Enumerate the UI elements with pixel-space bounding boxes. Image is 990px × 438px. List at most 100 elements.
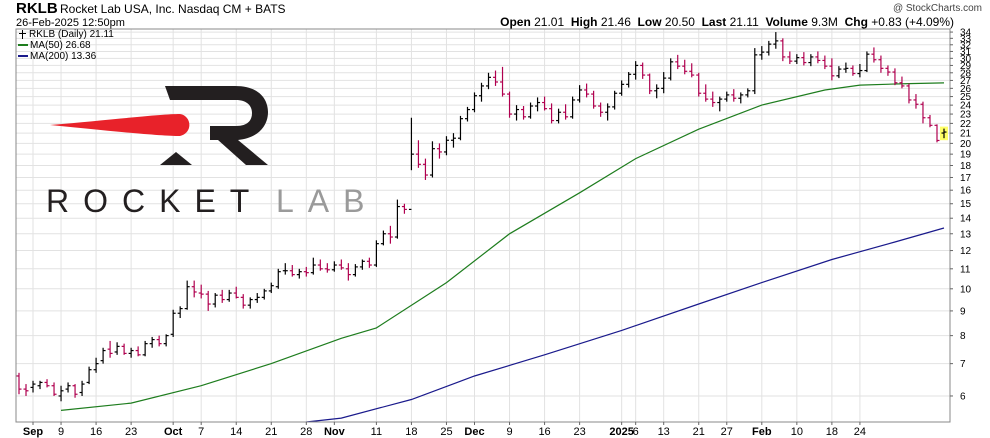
- ohlc-bar: [766, 40, 772, 56]
- y-tick-label: 34: [960, 28, 972, 39]
- ohlc-bar: [72, 384, 78, 398]
- ohlc-bar: [30, 380, 36, 393]
- ohlc-bar: [415, 140, 421, 168]
- ohlc-bar: [486, 72, 492, 90]
- ohlc-bar: [703, 84, 709, 102]
- y-tick-label: 17: [960, 173, 972, 184]
- x-tick-label: 18: [405, 426, 417, 438]
- y-tick-label: 30: [960, 54, 972, 65]
- ohlc-bar: [289, 265, 295, 277]
- y-tick-label: 15: [960, 199, 972, 210]
- ohlc-bar: [471, 92, 477, 113]
- ohlc-bar: [408, 117, 414, 211]
- ohlc-bar: [107, 340, 113, 358]
- ohlc-bar: [752, 48, 758, 95]
- ohlc-bar: [808, 54, 814, 67]
- ohlc-bars: [16, 32, 948, 402]
- ohlc-bar: [899, 76, 905, 89]
- ohlc-bar: [563, 104, 569, 120]
- y-tick-label: 6: [960, 391, 966, 402]
- ohlc-bar: [240, 294, 246, 309]
- y-tick-label: 11: [960, 264, 971, 275]
- ohlc-bar: [135, 346, 141, 357]
- y-tick-label: 21: [960, 129, 972, 140]
- ohlc-bar: [429, 141, 435, 178]
- ohlc-bar: [226, 289, 232, 302]
- ohlc-bar: [556, 108, 562, 124]
- ohlc-bar: [163, 334, 169, 347]
- ma200-series: [306, 227, 945, 423]
- ohlc-bar: [871, 47, 877, 63]
- change-value: +0.83 (+4.09%): [871, 15, 954, 29]
- ohlc-bar: [591, 90, 597, 109]
- y-axis: 6 7 8 9 10 11 12 13 14 15 16 1718192021222324252627…: [950, 28, 972, 402]
- x-tick-label: 21: [265, 426, 277, 438]
- ohlc-bar: [198, 284, 204, 299]
- ohlc-bar: [79, 380, 85, 396]
- ohlc-bar: [612, 90, 618, 110]
- ohlc-bar: [927, 114, 933, 128]
- ohlc-bar: [219, 289, 225, 303]
- ohlc-bar: [282, 263, 288, 275]
- ohlc-bar: [177, 306, 183, 319]
- y-tick-label: 27: [960, 76, 972, 87]
- ohlc-bar: [689, 63, 695, 78]
- ohlc-bar: [633, 61, 639, 80]
- high-label: High: [570, 15, 598, 29]
- y-tick-label: 29: [960, 61, 972, 72]
- ohlc-bar: [878, 55, 884, 73]
- legend-ma50-label: MA(50) 26.68: [30, 40, 91, 51]
- x-tick-label: 23: [573, 426, 585, 438]
- ohlc-bar: [906, 83, 912, 104]
- ohlc-bar: [401, 203, 407, 214]
- ohlc-bar: [58, 385, 64, 402]
- x-tick-label: 28: [300, 426, 312, 438]
- y-tick-label: 18: [960, 161, 972, 172]
- y-tick-label: 31: [960, 47, 972, 58]
- ohlc-bar: [373, 240, 379, 267]
- ohlc-bar: [836, 66, 842, 79]
- ma50-swatch-icon: [18, 44, 28, 47]
- y-tick-label: 13: [960, 229, 972, 240]
- ohlc-bar: [233, 286, 239, 299]
- x-tick-label: Sep: [23, 426, 43, 438]
- ohlc-bar: [457, 115, 463, 141]
- ohlc-bar: [128, 347, 134, 358]
- ohlc-bar: [303, 266, 309, 277]
- ohlc-bar: [759, 46, 765, 60]
- ohlc-bar: [780, 38, 786, 62]
- ma50-series: [60, 82, 945, 411]
- ohlc-bar: [100, 347, 106, 364]
- ohlc-bar: [822, 55, 828, 70]
- ohlc-bar-icon: [18, 29, 27, 39]
- ohlc-bar: [422, 158, 428, 180]
- x-tick-label: Oct: [164, 426, 183, 438]
- ohlc-bar: [570, 96, 576, 119]
- ohlc-bar: [51, 382, 57, 396]
- y-tick-label: 32: [960, 40, 972, 51]
- ohlc-bar: [843, 62, 849, 73]
- last-label: Last: [701, 15, 727, 29]
- ohlc-bar: [521, 106, 527, 120]
- x-tick-label: Dec: [464, 426, 484, 438]
- x-tick-label: 16: [538, 426, 550, 438]
- legend-ma200: MA(200) 13.36: [18, 51, 96, 62]
- ohlc-bar: [44, 379, 50, 388]
- ohlc-bar: [493, 70, 499, 86]
- legend-price: RKLB (Daily) 21.11: [18, 29, 114, 40]
- ohlc-bar: [23, 384, 29, 396]
- open-value: 21.01: [534, 15, 565, 29]
- ohlc-bar: [598, 102, 604, 117]
- ohlc-bar: [605, 103, 611, 121]
- x-tick-label: Feb: [752, 426, 772, 438]
- x-tick-label: 9: [58, 426, 64, 438]
- ohlc-bar: [668, 58, 674, 81]
- ohlc-bar: [864, 51, 870, 73]
- ohlc-bar: [205, 290, 211, 311]
- ohlc-bar: [647, 73, 653, 95]
- ohlc-bar: [149, 336, 155, 348]
- ohlc-bar: [549, 103, 555, 124]
- legend-ma200-label: MA(200) 13.36: [30, 51, 97, 62]
- logo-word-light: LAB: [276, 183, 378, 219]
- ohlc-bar: [920, 101, 926, 124]
